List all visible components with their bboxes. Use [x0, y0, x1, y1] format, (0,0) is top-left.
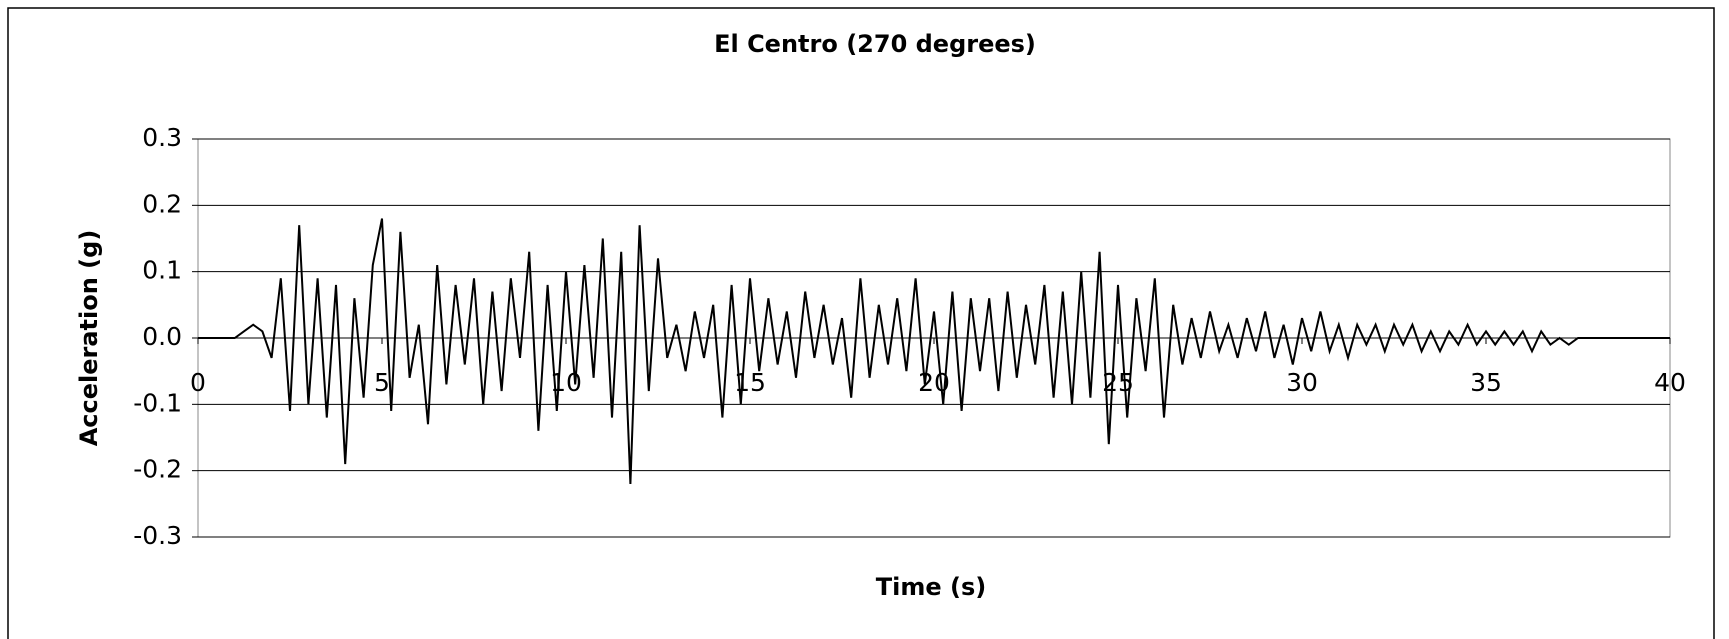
y-tick-label: -0.1 [133, 388, 182, 417]
y-axis-label: Acceleration (g) [75, 230, 103, 447]
x-tick-label: 40 [1654, 368, 1686, 397]
y-tick-label: -0.2 [133, 455, 182, 484]
y-tick-label: 0.0 [142, 322, 182, 351]
x-tick-label: 0 [190, 368, 206, 397]
x-tick-label: 20 [918, 368, 950, 397]
x-tick-label: 15 [734, 368, 766, 397]
data-line [198, 218, 1670, 484]
x-tick-label: 25 [1102, 368, 1134, 397]
y-tick-label: 0.3 [142, 123, 182, 152]
y-tick-label: 0.1 [142, 256, 182, 285]
chart-title: El Centro (270 degrees) [714, 30, 1036, 58]
chart-border [7, 7, 1715, 639]
x-tick-label: 5 [374, 368, 390, 397]
x-tick-label: 30 [1286, 368, 1318, 397]
y-tick-label: -0.3 [133, 521, 182, 550]
x-tick-label: 10 [550, 368, 582, 397]
x-axis-label: Time (s) [876, 573, 986, 601]
y-tick-label: 0.2 [142, 189, 182, 218]
x-tick-label: 35 [1470, 368, 1502, 397]
